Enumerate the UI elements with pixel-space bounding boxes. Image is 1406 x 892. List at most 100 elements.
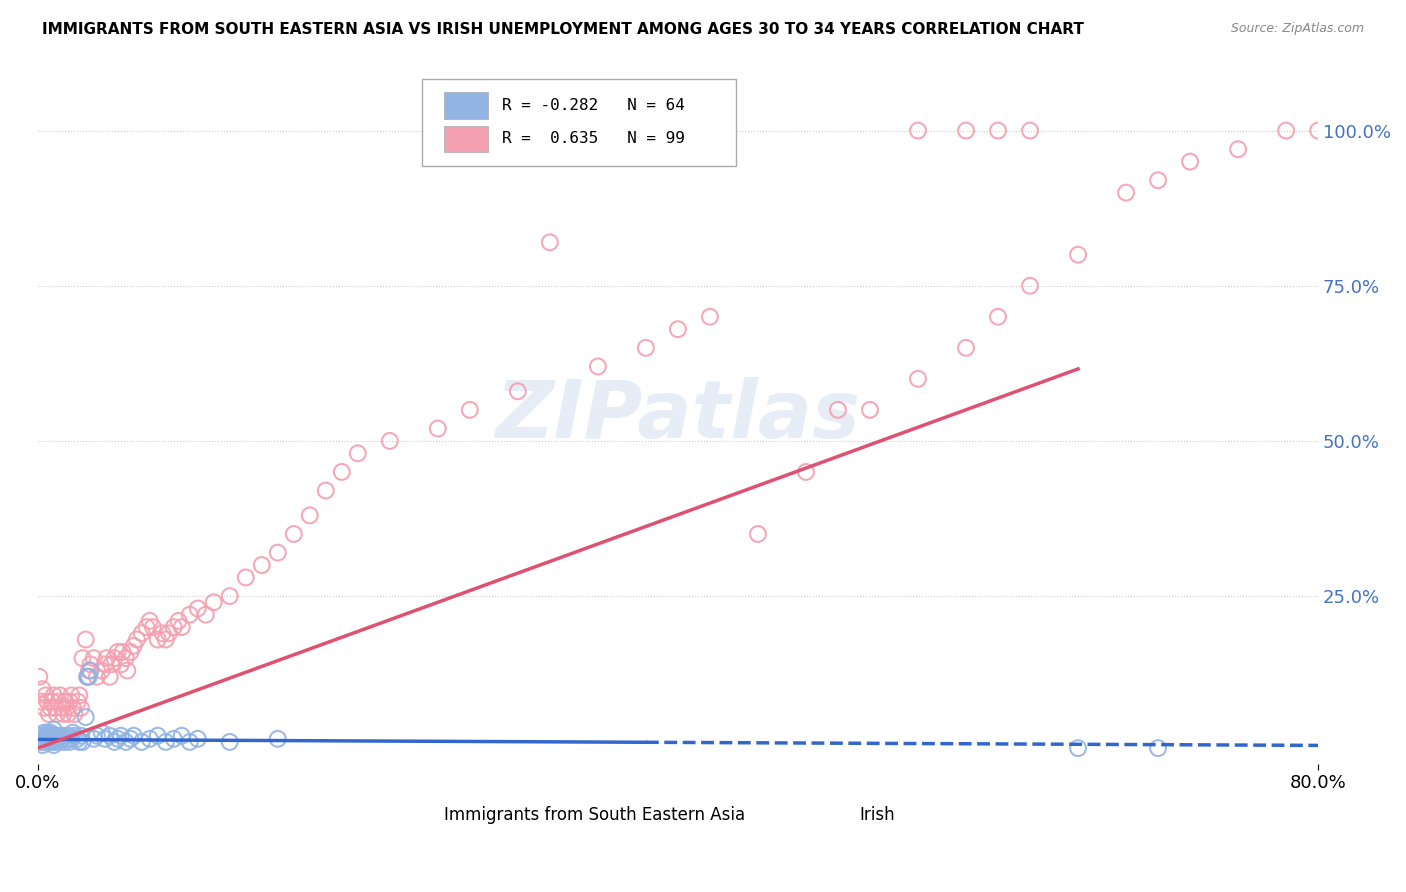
Point [32, 735, 55, 749]
Point [77, 664, 100, 678]
Point [53, 695, 76, 709]
Point [125, 632, 148, 647]
Point [152, 626, 174, 640]
Point [79, 657, 101, 672]
Point [51, 700, 73, 714]
Point [67, 735, 90, 749]
Point [1115, 186, 1137, 200]
Point [131, 735, 153, 749]
Point [1019, 278, 1042, 293]
Point [90, 725, 112, 739]
Point [66, 731, 89, 746]
Point [506, 384, 529, 399]
Point [298, 508, 321, 523]
Point [283, 527, 305, 541]
Point [56, 729, 79, 743]
Point [34, 729, 56, 743]
Point [1227, 142, 1250, 156]
Point [987, 310, 1010, 324]
Point [100, 657, 122, 672]
Point [41, 735, 63, 749]
Point [218, 735, 240, 749]
Point [110, 657, 132, 672]
Point [315, 483, 337, 498]
Point [67, 689, 90, 703]
Point [75, 710, 97, 724]
Point [70, 700, 93, 714]
Point [155, 735, 177, 749]
Point [110, 729, 132, 743]
Point [117, 664, 139, 678]
Point [107, 645, 129, 659]
Text: Immigrants from South Eastern Asia: Immigrants from South Eastern Asia [443, 806, 745, 824]
Point [96, 651, 118, 665]
Point [75, 632, 97, 647]
Point [59, 735, 82, 749]
Point [179, 735, 201, 749]
Point [142, 620, 165, 634]
Point [52, 729, 75, 743]
Point [179, 607, 201, 622]
Text: Irish: Irish [859, 806, 896, 824]
FancyBboxPatch shape [443, 92, 488, 119]
Point [103, 651, 125, 665]
Point [28, 731, 51, 746]
Point [122, 639, 145, 653]
Point [28, 670, 51, 684]
Point [32, 700, 55, 714]
Point [666, 322, 689, 336]
Point [52, 706, 75, 721]
Point [34, 689, 56, 703]
Point [194, 607, 217, 622]
Point [44, 729, 66, 743]
Point [37, 695, 59, 709]
Point [146, 632, 169, 647]
Point [426, 421, 449, 435]
Point [163, 620, 186, 634]
Point [39, 729, 62, 743]
Point [94, 731, 117, 746]
Point [53, 735, 76, 749]
Point [30, 695, 52, 709]
Point [122, 729, 145, 743]
Point [39, 725, 62, 739]
Point [138, 614, 160, 628]
Point [60, 731, 83, 746]
Point [31, 731, 53, 746]
Point [699, 310, 721, 324]
Point [114, 651, 136, 665]
Point [83, 731, 105, 746]
Point [187, 731, 209, 746]
Point [155, 632, 177, 647]
Point [955, 341, 977, 355]
Point [1275, 123, 1298, 137]
Point [267, 731, 290, 746]
Point [187, 601, 209, 615]
Point [49, 689, 72, 703]
Point [120, 645, 142, 659]
Point [94, 657, 117, 672]
Point [34, 731, 56, 746]
Point [37, 729, 59, 743]
Point [120, 731, 142, 746]
Point [1308, 123, 1330, 137]
Point [250, 558, 273, 572]
Point [458, 403, 481, 417]
Point [135, 620, 157, 634]
Point [76, 670, 98, 684]
Point [31, 682, 53, 697]
Point [1147, 741, 1170, 756]
FancyBboxPatch shape [443, 126, 488, 152]
Point [218, 589, 240, 603]
Point [38, 735, 60, 749]
FancyBboxPatch shape [800, 804, 848, 826]
Point [49, 735, 72, 749]
Point [72, 651, 94, 665]
Point [103, 735, 125, 749]
Point [163, 731, 186, 746]
Point [60, 689, 83, 703]
Point [167, 614, 190, 628]
Point [59, 695, 82, 709]
Point [111, 645, 134, 659]
Point [794, 465, 817, 479]
